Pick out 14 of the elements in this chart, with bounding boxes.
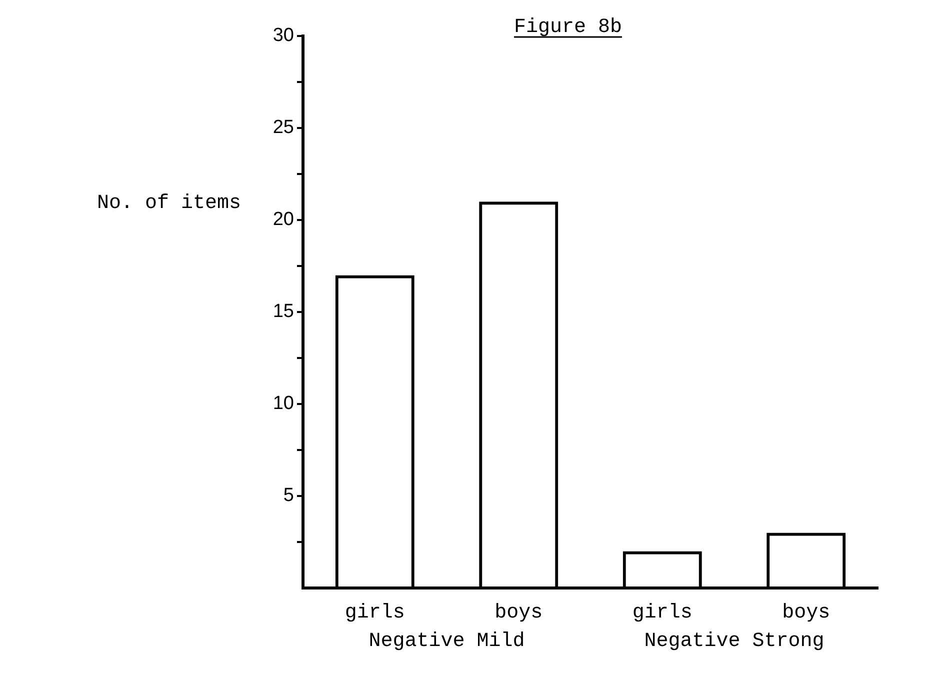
text: Negative Mild (368, 630, 525, 653)
y-tick-label: 20 (272, 209, 294, 230)
x-tick-label: boys (494, 601, 543, 624)
chart-title: Figure 8b (514, 16, 622, 39)
y-tick-label: 30 (272, 25, 294, 46)
x-tick-label: girls (344, 601, 405, 624)
y-tick-label: 25 (272, 117, 294, 138)
x-tick-label: girls (632, 601, 692, 624)
y-tick-label: 15 (272, 301, 294, 322)
x-tick-label: boys (782, 601, 830, 624)
text: Negative Strong (644, 630, 824, 653)
y-tick-label: 10 (272, 393, 294, 414)
y-tick-label: 5 (283, 485, 294, 506)
y-axis-title: No. of items (96, 192, 241, 215)
